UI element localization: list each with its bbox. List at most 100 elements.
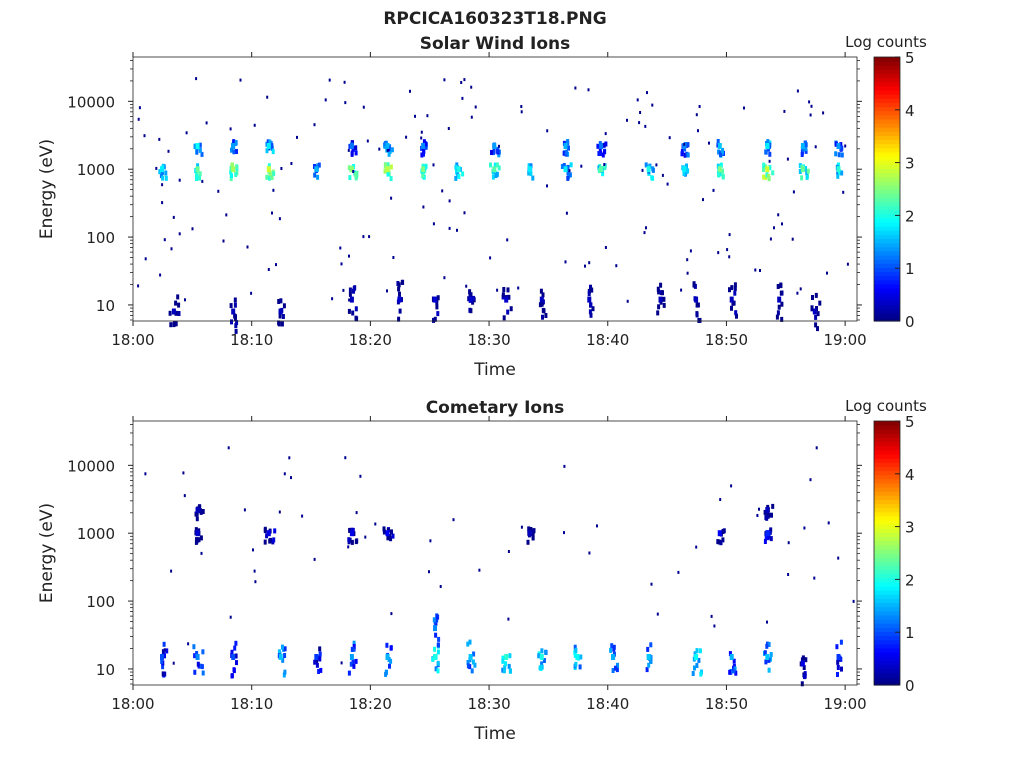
- data-cell: [771, 170, 775, 176]
- data-burst: [539, 654, 544, 660]
- data-cell: [383, 163, 387, 169]
- data-noise-cell: [144, 257, 147, 261]
- colorbar-segment: [874, 565, 900, 571]
- data-noise-cell: [266, 95, 269, 99]
- data-cell: [385, 642, 389, 648]
- data-cell: [497, 165, 501, 171]
- data-noise-cell: [604, 132, 607, 136]
- data-cell: [233, 313, 237, 319]
- data-cell: [839, 639, 843, 645]
- data-cell: [721, 168, 724, 174]
- data-burst: [800, 143, 805, 149]
- data-cell: [234, 653, 238, 659]
- data-cell: [174, 321, 178, 327]
- data-burst: [539, 296, 544, 303]
- data-burst: [527, 530, 532, 537]
- data-cell: [649, 658, 652, 664]
- data-cell: [433, 316, 437, 322]
- data-cell: [200, 151, 204, 157]
- data-noise-cell: [374, 522, 377, 526]
- colorbar-segment: [874, 520, 900, 525]
- data-cell: [347, 165, 351, 171]
- data-cell: [469, 308, 473, 314]
- data-cell: [719, 152, 723, 157]
- data-cell: [764, 515, 768, 520]
- data-cell: [163, 653, 166, 659]
- colorbar-segment: [874, 300, 900, 306]
- data-burst: [433, 625, 437, 632]
- data-cell: [656, 310, 660, 316]
- data-cell: [649, 642, 653, 648]
- colorbar-segment: [874, 639, 900, 645]
- data-burst: [492, 166, 497, 173]
- colorbar-segment: [874, 499, 900, 505]
- data-cell: [764, 534, 768, 540]
- data-cell: [315, 658, 318, 663]
- data-noise-cell: [695, 113, 698, 117]
- colorbar-segment: [874, 602, 900, 608]
- data-cell: [282, 303, 286, 309]
- data-burst: [563, 143, 568, 149]
- data-cell: [172, 322, 176, 328]
- data-cell: [507, 294, 511, 300]
- x-tick-label: 18:40: [586, 331, 629, 349]
- data-cell: [389, 536, 393, 542]
- colorbar-segment: [874, 176, 900, 182]
- colorbar-segment: [874, 77, 900, 83]
- data-noise-cell: [520, 105, 523, 108]
- data-burst: [160, 654, 164, 660]
- data-noise-cell: [470, 115, 473, 119]
- colorbar-segment: [874, 271, 900, 277]
- data-cell: [503, 664, 507, 670]
- data-burst: [433, 654, 437, 660]
- data-cell: [165, 648, 169, 654]
- data-cell: [347, 537, 351, 543]
- data-cell: [469, 292, 473, 298]
- data-noise-cell: [726, 248, 729, 252]
- data-noise-cell: [756, 514, 759, 517]
- data-noise-cell: [520, 525, 523, 529]
- data-noise-cell: [144, 472, 147, 476]
- data-cell: [811, 295, 814, 300]
- colorbar-segment: [874, 511, 900, 517]
- data-cell: [390, 147, 394, 153]
- colorbar-segment: [874, 672, 900, 678]
- x-tick-label: 18:50: [705, 695, 748, 713]
- colorbar-segment: [874, 454, 900, 459]
- data-cell: [529, 171, 533, 177]
- data-noise-cell: [448, 226, 451, 230]
- data-cell: [657, 304, 661, 310]
- data-cell: [587, 291, 591, 297]
- data-noise-cell: [137, 117, 140, 121]
- data-noise-cell: [343, 80, 346, 84]
- data-cell: [661, 290, 664, 296]
- data-noise-cell: [253, 123, 256, 127]
- data-burst: [646, 654, 651, 660]
- colorbar-segment: [874, 429, 900, 434]
- data-cell: [649, 654, 653, 660]
- colorbar-segment: [874, 643, 900, 649]
- data-noise-cell: [163, 648, 166, 652]
- data-noise-cell: [352, 170, 355, 173]
- data-noise-cell: [340, 262, 343, 266]
- data-noise-cell: [646, 91, 648, 95]
- data-noise-cell: [463, 211, 466, 215]
- data-cell: [721, 537, 725, 543]
- colorbar-segment: [874, 569, 900, 575]
- data-cell: [495, 148, 499, 154]
- colorbar-segment: [874, 660, 900, 665]
- data-noise-cell: [159, 273, 162, 277]
- data-cell: [266, 139, 270, 145]
- data-noise-cell: [324, 98, 327, 102]
- data-cell: [352, 644, 356, 649]
- colorbar-tick-label: 3: [905, 155, 915, 173]
- data-cell: [397, 282, 401, 288]
- data-burst: [195, 654, 200, 660]
- data-cell: [836, 665, 840, 670]
- data-cell: [562, 150, 566, 156]
- y-tick-label: 10: [96, 297, 115, 315]
- data-cell: [579, 654, 583, 660]
- colorbar-segment: [874, 433, 900, 439]
- data-cell: [466, 663, 470, 669]
